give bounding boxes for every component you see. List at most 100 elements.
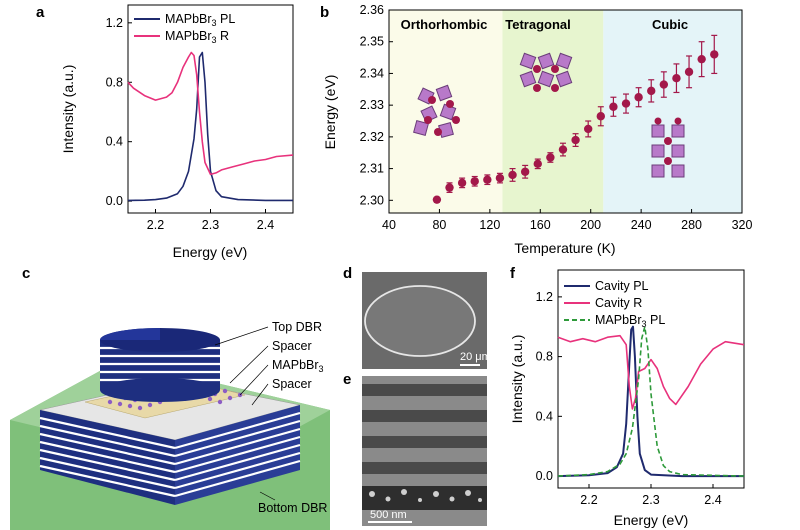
panel-label-e: e: [343, 371, 351, 388]
data-point: [508, 170, 517, 180]
data-point: [634, 93, 643, 102]
panel-b-y-tick-label: 2.36: [360, 3, 384, 17]
panel-f-x-ticks: 2.2 2.3 2.4: [580, 484, 722, 507]
panel-b-y-tick-label: 2.34: [360, 66, 384, 80]
perovskite-layer-texture: [362, 486, 487, 510]
panel-b-frame: [388, 9, 743, 214]
panel-label-a: a: [36, 4, 45, 21]
data-point: [710, 50, 719, 59]
phase-label-cubic: Cubic: [652, 17, 688, 32]
panel-f-y-tick-label: 1.2: [536, 290, 553, 304]
panel-f-legend: Cavity PL Cavity R MAPbBr3 PL: [564, 279, 665, 329]
data-point: [659, 80, 669, 89]
panel-f: f 2.2 2.3 2.4 0.0 0.4 0.8 1.2 Energy (eV) Int…: [509, 265, 745, 528]
panel-label-d: d: [343, 265, 352, 282]
panel-f-x-axis-label: Energy (eV): [614, 512, 689, 528]
panel-b-x-ticks: 40 80 120 160 200 240 280 320: [382, 209, 752, 232]
panel-label-c: c: [22, 265, 30, 282]
panel-b-x-tick-label: 120: [479, 218, 500, 232]
data-point: [533, 159, 542, 169]
panel-d: d 20 μm: [343, 265, 491, 369]
data-point: [571, 135, 580, 145]
data-point: [596, 112, 605, 121]
panel-a-x-axis-label: Energy (eV): [173, 244, 248, 260]
panel-f-series-cavity-pl: [557, 325, 744, 478]
panel-b-y-axis-label: Energy (eV): [322, 75, 338, 150]
label-spacer-top: Spacer: [272, 339, 312, 353]
data-point: [546, 153, 555, 162]
panel-a-y-axis-label: Intensity (a.u.): [60, 65, 76, 154]
panel-a-y-tick-label: 0.4: [106, 135, 123, 149]
data-point: [457, 178, 467, 188]
data-point: [621, 99, 631, 108]
annotation-lines: [214, 326, 276, 501]
panel-f-y-ticks: 0.0 0.4 0.8 1.2: [536, 290, 562, 483]
data-point: [583, 124, 593, 134]
panel-b-x-tick-label: 40: [382, 218, 396, 232]
panel-b-y-tick-label: 2.35: [360, 35, 384, 49]
data-point: [483, 175, 492, 184]
panel-b-y-tick-label: 2.30: [360, 193, 384, 207]
panel-e: e 500 nm: [343, 371, 487, 526]
panel-b-data-points: [432, 34, 719, 204]
legend-item-cavity-r: Cavity R: [595, 296, 642, 310]
panel-label-b: b: [320, 4, 329, 21]
dbr-layer-stripes: [362, 384, 487, 474]
panel-b: b Orthorhombic Tetragonal Cubic: [320, 3, 752, 256]
panel-b-y-ticks: 2.30 2.31 2.32 2.33 2.34 2.35 2.36: [360, 3, 393, 207]
panel-f-y-tick-label: 0.8: [536, 350, 553, 364]
panel-a-x-tick-label: 2.4: [257, 218, 274, 232]
panel-f-x-tick-label: 2.2: [580, 493, 597, 507]
phase-label-tetragonal: Tetragonal: [505, 17, 571, 32]
scale-label-d: 20 μm: [460, 351, 491, 363]
panel-a-y-tick-label: 0.0: [106, 194, 123, 208]
data-point: [697, 54, 706, 64]
legend-item-cavity-pl: Cavity PL: [595, 279, 649, 293]
panel-a-series-mapbbr3-r: [127, 51, 294, 176]
panel-a-y-tick-label: 0.8: [106, 75, 123, 89]
label-top-dbr: Top DBR: [272, 320, 322, 334]
panel-f-x-tick-label: 2.4: [704, 493, 721, 507]
data-point: [445, 183, 454, 192]
legend-item-pl: MAPbBr3 PL: [165, 12, 235, 28]
data-point: [470, 177, 479, 186]
panel-b-x-tick-label: 200: [580, 218, 601, 232]
panel-b-x-tick-label: 280: [681, 218, 702, 232]
panel-b-y-tick-label: 2.31: [360, 162, 384, 176]
data-point: [520, 167, 530, 176]
panel-a-series: [127, 51, 294, 202]
phase-region-cubic: [603, 10, 742, 213]
legend-item-mapbbr3-pl: MAPbBr3 PL: [595, 313, 665, 329]
grain-highlights: [369, 489, 482, 502]
panel-b-x-tick-label: 160: [530, 218, 551, 232]
panel-f-series-mapbbr3-pl: [557, 325, 745, 477]
panel-a-y-tick-label: 1.2: [106, 16, 123, 30]
label-bottom-dbr: Bottom DBR: [258, 501, 327, 515]
panel-label-f: f: [510, 265, 516, 282]
panel-f-series-cavity-r: [557, 334, 745, 410]
panel-a: a 2.2 2.3 2.4 0.0 0.4 0.8 1.2 Energy (eV) Int…: [36, 4, 294, 260]
panel-b-x-axis-label: Temperature (K): [514, 240, 615, 256]
legend-item-r: MAPbBr3 R: [165, 29, 229, 45]
data-point: [609, 102, 618, 111]
data-point: [672, 73, 681, 83]
tetragonal-crystal-illustration: [519, 52, 573, 92]
scale-label-e: 500 nm: [370, 509, 407, 521]
data-point: [647, 86, 656, 96]
panel-b-y-tick-label: 2.33: [360, 98, 384, 112]
cubic-crystal-illustration: [651, 117, 685, 178]
panel-b-x-tick-label: 320: [732, 218, 753, 232]
panel-b-y-tick-label: 2.32: [360, 130, 384, 144]
panel-f-y-tick-label: 0.0: [536, 469, 553, 483]
label-mapbbr3: MAPbBr3: [272, 358, 324, 374]
panel-a-x-ticks: 2.2 2.3 2.4: [147, 209, 274, 232]
panel-c: c: [10, 265, 330, 530]
label-spacer-bottom: Spacer: [272, 377, 312, 391]
top-dbr-cylinder: [100, 328, 220, 402]
panel-a-series-mapbbr3-pl: [127, 51, 293, 202]
panel-f-series: [557, 325, 745, 478]
panel-a-x-tick-label: 2.2: [147, 218, 164, 232]
panel-f-y-axis-label: Intensity (a.u.): [509, 335, 525, 424]
panel-a-x-tick-label: 2.3: [202, 218, 219, 232]
